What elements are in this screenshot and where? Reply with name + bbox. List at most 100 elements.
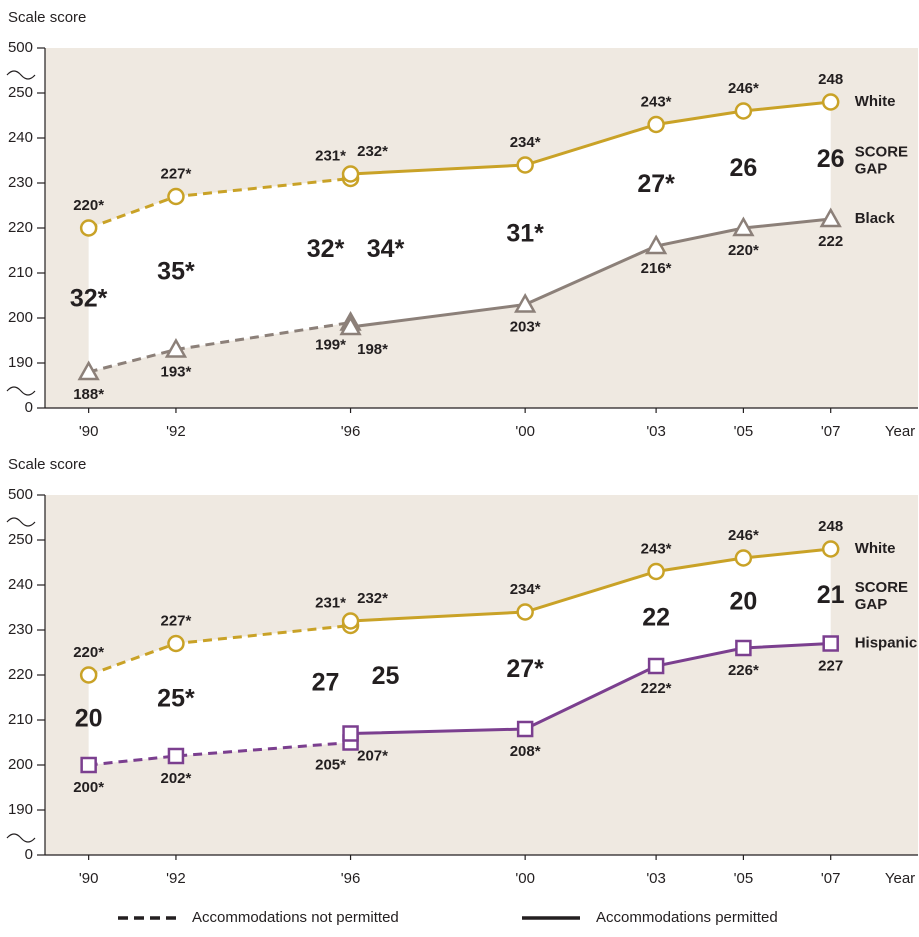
axis-break — [6, 517, 36, 527]
y-tick-label: 230 — [8, 174, 33, 191]
value-label: 193* — [161, 363, 192, 380]
y-tick-label: 240 — [8, 129, 33, 146]
gap-label: 20 — [729, 588, 757, 616]
value-label: 222 — [818, 233, 843, 250]
point — [821, 540, 840, 558]
point — [514, 292, 537, 313]
point — [734, 102, 753, 120]
value-label: 248 — [818, 71, 843, 88]
point — [822, 635, 839, 652]
point — [339, 315, 362, 336]
point — [735, 639, 752, 657]
gap-label: 31* — [506, 219, 544, 247]
x-tick-label: '90 — [79, 870, 99, 887]
x-tick-label: '00 — [515, 870, 535, 887]
gap-caption: GAP — [855, 160, 888, 177]
value-label: 234* — [510, 134, 541, 151]
value-label: 226* — [728, 662, 759, 679]
value-label: 202* — [161, 770, 192, 787]
value-label: 231* — [315, 147, 346, 164]
gap-caption: SCORE — [855, 143, 908, 160]
x-tick-label: '07 — [821, 870, 841, 887]
gap-label: 25 — [372, 662, 400, 690]
gap-label: 21 — [817, 581, 845, 609]
point — [516, 156, 534, 174]
value-label: 227 — [818, 657, 843, 674]
x-tick-label: '00 — [515, 423, 535, 440]
y-tick-label: 210 — [8, 711, 33, 728]
y-tick-label: 0 — [25, 846, 33, 863]
value-label: 222* — [641, 680, 672, 697]
chart-panel: Scale score 0 190 200 210 220 230 240 250 500 '90 '… — [6, 456, 918, 887]
point — [516, 603, 534, 621]
gap-label: 32* — [307, 235, 345, 263]
y-tick-label: 220 — [8, 219, 33, 236]
point — [79, 666, 98, 684]
value-label: 205* — [315, 756, 346, 773]
gap-band — [88, 549, 831, 765]
point — [647, 562, 665, 581]
point — [516, 720, 534, 738]
value-label: 200* — [73, 779, 104, 796]
value-label: 208* — [510, 743, 541, 760]
value-label: 246* — [728, 527, 759, 544]
gap-band — [88, 102, 831, 372]
y-tick-label: 200 — [8, 309, 33, 326]
value-label: 234* — [510, 581, 541, 598]
y-tick-label: 240 — [8, 576, 33, 593]
legend-label: Accommodations not permitted — [192, 909, 399, 926]
point — [167, 747, 185, 765]
axis-break — [6, 386, 36, 396]
point — [341, 612, 360, 630]
x-tick-label: '92 — [166, 423, 186, 440]
point — [732, 216, 755, 237]
value-label: 220* — [73, 644, 104, 661]
value-label: 203* — [510, 318, 541, 335]
series-name: Black — [855, 210, 896, 227]
gap-label: 34* — [367, 235, 405, 263]
value-label: 243* — [641, 93, 672, 110]
x-axis-label: Year — [885, 870, 915, 887]
legend: Accommodations not permitted Accommodatio… — [118, 909, 778, 926]
series-name: White — [855, 93, 896, 110]
y-tick-label: 0 — [25, 399, 33, 416]
x-tick-label: '96 — [341, 423, 361, 440]
x-axis-label: Year — [885, 423, 915, 440]
value-label: 231* — [315, 594, 346, 611]
x-tick-label: '96 — [341, 870, 361, 887]
value-label: 248 — [818, 518, 843, 535]
gap-label: 25* — [157, 684, 195, 712]
y-tick-label: 500 — [8, 39, 33, 56]
point — [341, 165, 360, 183]
point — [647, 657, 665, 675]
y-tick-label: 190 — [8, 801, 33, 818]
value-label: 243* — [641, 540, 672, 557]
point — [167, 187, 185, 206]
y-tick-label: 220 — [8, 666, 33, 683]
value-label: 207* — [357, 747, 388, 764]
point — [821, 93, 840, 111]
x-tick-label: '07 — [821, 423, 841, 440]
point — [79, 219, 98, 237]
gap-label: 32* — [70, 285, 108, 313]
gap-label: 26 — [817, 145, 845, 173]
axis-break — [6, 70, 36, 80]
y-tick-label: 190 — [8, 354, 33, 371]
x-tick-label: '90 — [79, 423, 99, 440]
value-label: 199* — [315, 336, 346, 353]
gap-caption: SCORE — [855, 579, 908, 596]
x-tick-label: '03 — [646, 423, 666, 440]
y-axis-label: Scale score — [8, 9, 86, 26]
y-tick-label: 210 — [8, 264, 33, 281]
gap-caption: GAP — [855, 596, 888, 613]
series-name: White — [855, 540, 896, 557]
x-tick-label: '05 — [734, 423, 754, 440]
gap-label: 22 — [642, 603, 670, 631]
point — [644, 234, 668, 255]
value-label: 216* — [641, 260, 672, 277]
value-label: 198* — [357, 341, 388, 358]
value-label: 227* — [161, 165, 192, 182]
point — [164, 337, 188, 358]
point — [734, 549, 753, 567]
x-tick-label: '92 — [166, 870, 186, 887]
